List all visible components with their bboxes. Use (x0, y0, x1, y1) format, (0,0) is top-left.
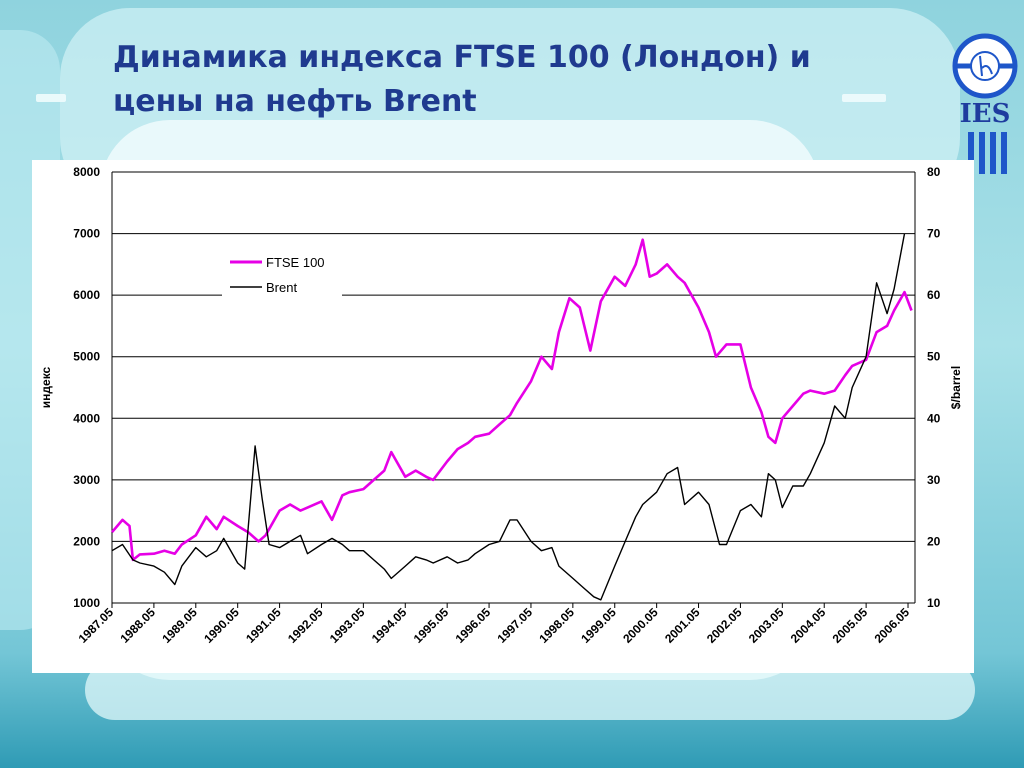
x-tick-label: 1989.05 (159, 605, 200, 646)
logo-stripe-4 (1001, 132, 1007, 174)
grid-layer (112, 171, 915, 604)
x-tick-label: 1994.05 (369, 605, 410, 646)
x-tick-label: 1993.05 (327, 605, 368, 646)
y-left-tick-label: 4000 (73, 411, 100, 425)
y-right-tick-label: 40 (927, 411, 941, 425)
y-left-axis-title: индекс (39, 366, 53, 408)
decorative-bar-left (36, 94, 66, 102)
x-tick-label: 2002.05 (704, 605, 745, 646)
slide-title-line-2: цены на нефть Brent (113, 84, 477, 119)
brent-series-line (111, 233, 906, 601)
y-right-tick-label: 80 (927, 165, 941, 179)
decorative-bar-right (842, 94, 886, 102)
x-tick-label: 1990.05 (201, 605, 242, 646)
logo-stripe-1 (968, 132, 974, 174)
ies-logo: IES (952, 33, 1018, 174)
x-tick-label: 2003.05 (746, 605, 787, 646)
slide-title: Динамика индекса FTSE 100 (Лондон) и цен… (113, 36, 943, 124)
y-right-axis-title: $/barrel (949, 366, 963, 409)
y-right-tick-label: 10 (927, 596, 941, 610)
x-tick-label: 2005.05 (830, 605, 871, 646)
y-left-tick-label: 5000 (73, 350, 100, 364)
legend-background (222, 246, 342, 298)
y-left-tick-label: 1000 (73, 596, 100, 610)
logo-stripe-2 (979, 132, 985, 174)
x-tick-label: 1996.05 (453, 605, 494, 646)
y-right-tick-label: 60 (927, 288, 941, 302)
chart-panel: 1000 2000 3000 4000 5000 6000 7000 8000 10 20 30 40… (32, 160, 974, 673)
y-left-tick-label: 8000 (73, 165, 100, 179)
y-right-tick-label: 20 (927, 534, 941, 548)
legend-ftse-label: FTSE 100 (266, 255, 325, 270)
y-right-tick-label: 50 (927, 350, 941, 364)
x-tick-label: 1995.05 (411, 605, 452, 646)
y-right-tick-label: 70 (927, 227, 941, 241)
x-tick-label: 2001.05 (662, 605, 703, 646)
y-left-tick-label: 6000 (73, 288, 100, 302)
axis-layer: 1000 2000 3000 4000 5000 6000 7000 8000 10 20 30 40… (39, 165, 963, 646)
x-tick-label: 1987.05 (76, 605, 117, 646)
x-tick-label: 1991.05 (243, 605, 284, 646)
logo-text: IES (960, 99, 1011, 129)
x-tick-label: 2006.05 (872, 605, 913, 646)
logo-wave-glyph (979, 55, 993, 77)
logo-stripe-3 (990, 132, 996, 174)
line-chart: 1000 2000 3000 4000 5000 6000 7000 8000 10 20 30 40… (39, 165, 963, 646)
x-tick-label: 2004.05 (788, 605, 829, 646)
x-tick-label: 1988.05 (117, 605, 158, 646)
x-tick-label: 2000.05 (620, 605, 661, 646)
ftse-100-series-line (111, 238, 913, 562)
y-left-tick-label: 2000 (73, 534, 100, 548)
y-left-tick-label: 3000 (73, 473, 100, 487)
x-tick-label: 1998.05 (536, 605, 577, 646)
y-right-tick-label: 30 (927, 473, 941, 487)
legend-brent-label: Brent (266, 280, 297, 295)
x-tick-label: 1999.05 (578, 605, 619, 646)
slide-title-line-1: Динамика индекса FTSE 100 (Лондон) и (113, 40, 811, 75)
x-tick-label: 1992.05 (285, 605, 326, 646)
x-tick-label: 1997.05 (494, 605, 535, 646)
series-layer (111, 233, 913, 601)
y-left-tick-label: 7000 (73, 227, 100, 241)
legend: FTSE 100 Brent (222, 246, 342, 298)
